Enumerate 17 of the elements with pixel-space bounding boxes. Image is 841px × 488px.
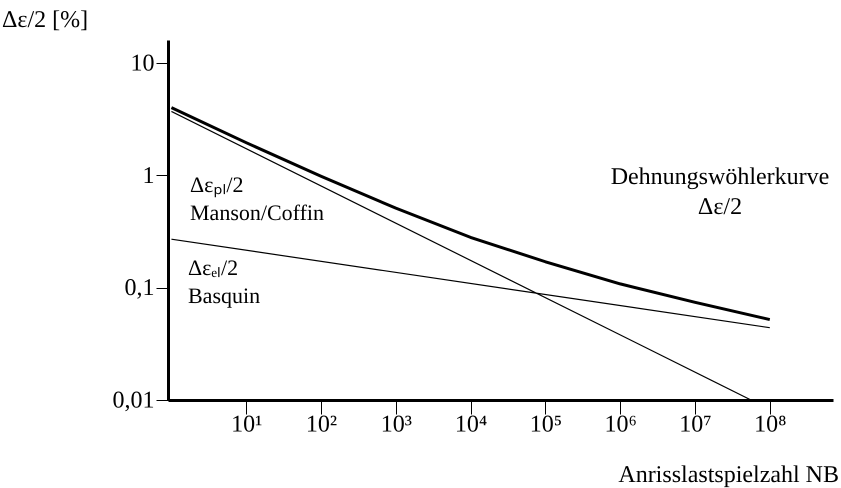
x-tick-label: 10⁴	[454, 412, 488, 438]
x-tick-label: 10³	[380, 412, 412, 438]
x-tick-label: 10⁸	[754, 412, 786, 438]
y-tick-label: 0,01	[112, 388, 154, 414]
y-tick-label: 0,1	[124, 275, 154, 302]
x-tick-label: 10⁷	[679, 412, 712, 438]
x-tick-label: 10⁶	[604, 412, 637, 438]
text: Dehnungswöhlerkurve Δε/2	[610, 164, 830, 220]
x-tick-label: 10¹	[231, 412, 262, 438]
x-tick-label: 10²	[306, 412, 338, 438]
series-label: Δεₑₗ/2 Basquin	[188, 255, 260, 308]
series-label: Δεₚₗ/2 Manson/Coffin	[190, 172, 324, 225]
x-axis-title: Anrisslastspielzahl NB	[618, 462, 839, 488]
y-tick-label: 10	[130, 50, 154, 76]
x-tick-label: 10⁵	[530, 412, 562, 438]
y-tick-label: 1	[142, 162, 154, 189]
y-axis-title: Δε/2 [%]	[2, 7, 88, 33]
